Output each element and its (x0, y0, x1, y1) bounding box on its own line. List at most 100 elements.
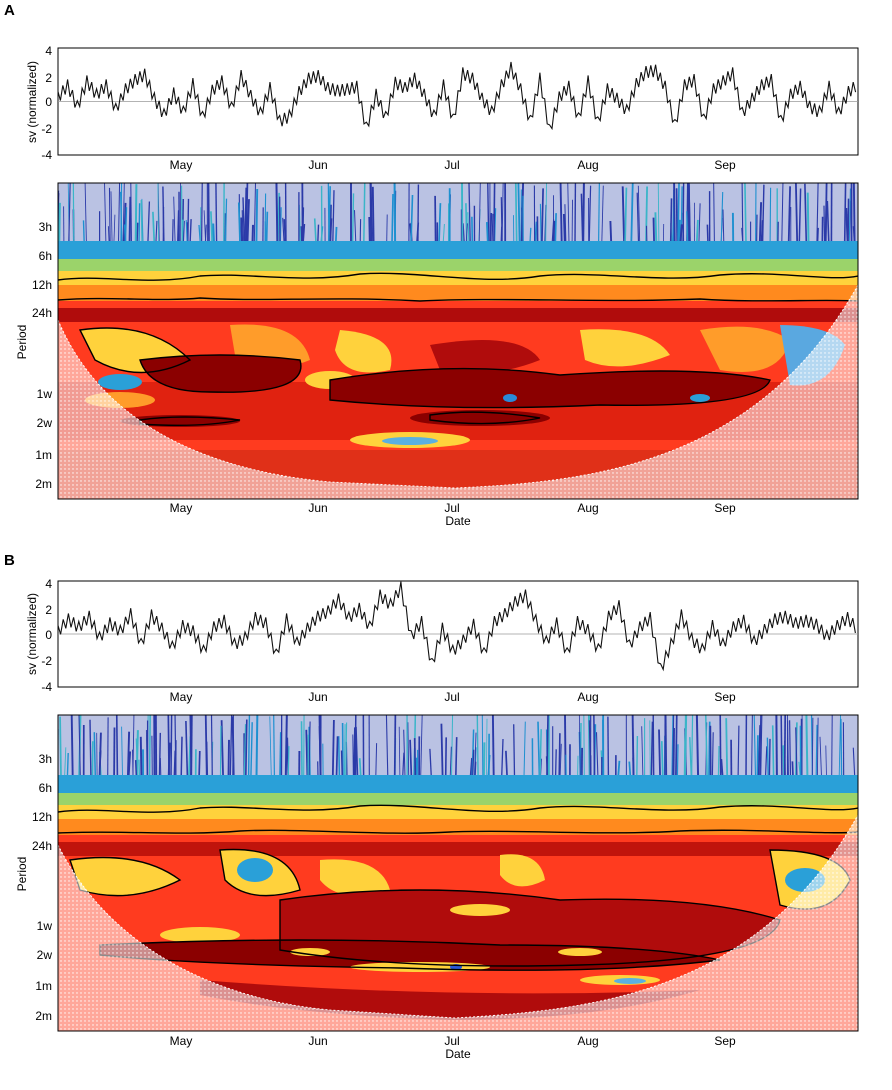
x-axis-label: Date (445, 1047, 471, 1061)
power-stripe (134, 184, 138, 244)
power-stripe (58, 202, 61, 244)
power-stripe (631, 715, 635, 778)
power-stripe (185, 720, 189, 778)
power-stripe (489, 212, 493, 244)
power-stripe (134, 760, 138, 778)
power-stripe (848, 188, 851, 244)
power-stripe (147, 201, 151, 244)
panel-letter-a: A (4, 2, 15, 19)
power-stripe (440, 723, 444, 778)
power-stripe (675, 188, 679, 244)
power-stripe (695, 715, 700, 778)
power-stripe (343, 724, 346, 778)
power-stripe (305, 729, 309, 778)
power-stripe (110, 191, 113, 244)
power-stripe (487, 754, 491, 778)
power-stripe (242, 197, 246, 244)
power-stripe (706, 224, 709, 244)
power-stripe (501, 738, 504, 778)
power-stripe (523, 721, 526, 778)
power-stripe (132, 715, 135, 778)
significance-contours (58, 272, 858, 427)
power-stripe (825, 745, 827, 778)
period-tick-label: 2w (37, 948, 53, 962)
power-stripe (245, 719, 248, 778)
power-stripe (688, 183, 691, 244)
power-stripe (601, 185, 604, 244)
power-stripe (449, 746, 452, 778)
power-stripe (823, 205, 826, 244)
power-stripe (654, 212, 658, 244)
power-stripe (337, 736, 341, 778)
power-stripe (481, 715, 484, 778)
power-stripe (840, 718, 843, 778)
power-stripe (420, 715, 423, 778)
power-stripe (652, 715, 655, 778)
power-stripe (756, 735, 759, 778)
power-stripe (672, 715, 675, 778)
power-stripe (798, 188, 802, 244)
xtick-label: Jun (308, 158, 327, 172)
power-stripe (472, 749, 475, 778)
power-stripe (760, 220, 764, 244)
power-stripe (189, 715, 192, 778)
power-stripe (687, 183, 690, 244)
period-tick-label: 1w (37, 387, 53, 401)
power-stripe (537, 721, 541, 778)
power-stripe (393, 715, 397, 778)
power-stripe (279, 732, 282, 778)
power-stripe (429, 748, 432, 778)
power-stripe (580, 193, 584, 244)
power-stripe (224, 198, 228, 244)
power-stripe (539, 729, 542, 778)
power-stripe (551, 219, 555, 244)
power-stripe (482, 742, 486, 778)
power-stripe (468, 183, 471, 244)
power-stripe (804, 183, 808, 244)
power-stripe (72, 183, 75, 244)
power-stripe (467, 212, 470, 244)
period-tick-label: 12h (32, 810, 52, 824)
cone-of-influence (58, 285, 858, 499)
period-tick-label: 24h (32, 839, 52, 853)
power-stripe (135, 738, 139, 778)
power-stripe (122, 183, 125, 244)
power-stripe (595, 732, 599, 778)
wavelet-frame (57, 714, 859, 1032)
power-stripe (264, 193, 267, 244)
power-stripe (287, 746, 290, 778)
power-stripe (282, 217, 285, 244)
power-stripe (120, 191, 123, 244)
power-stripe (204, 715, 208, 778)
power-stripe (741, 183, 744, 244)
power-stripe (757, 725, 761, 778)
power-stripe (768, 738, 771, 778)
power-stripe (764, 746, 768, 778)
xtick-label: May (170, 690, 193, 704)
power-stripe (669, 198, 673, 244)
xtick-label: Jul (444, 501, 459, 515)
power-stripe (501, 183, 504, 244)
xtick-label: Sep (714, 690, 736, 704)
power-stripe (539, 203, 542, 244)
power-stripe (641, 726, 644, 778)
power-stripe (174, 715, 177, 778)
power-stripe (410, 194, 414, 244)
power-stripe (720, 758, 724, 778)
power-stripe (720, 191, 724, 244)
power-stripe (831, 715, 833, 778)
power-stripe (273, 715, 275, 778)
power-stripe (637, 185, 641, 244)
power-stripe (352, 734, 354, 778)
power-stripe (64, 747, 67, 778)
power-stripe (157, 183, 159, 244)
timeseries-a: 4 2 0 -2 -4 sv (normalized) May Jun Jul … (25, 44, 859, 172)
power-stripe (84, 183, 87, 244)
power-stripe (514, 183, 518, 244)
power-stripe (741, 227, 744, 244)
power-stripe (375, 743, 378, 778)
power-stripe (180, 736, 183, 778)
power-stripe (787, 186, 791, 244)
power-stripe (780, 715, 783, 778)
power-stripe (652, 217, 655, 244)
